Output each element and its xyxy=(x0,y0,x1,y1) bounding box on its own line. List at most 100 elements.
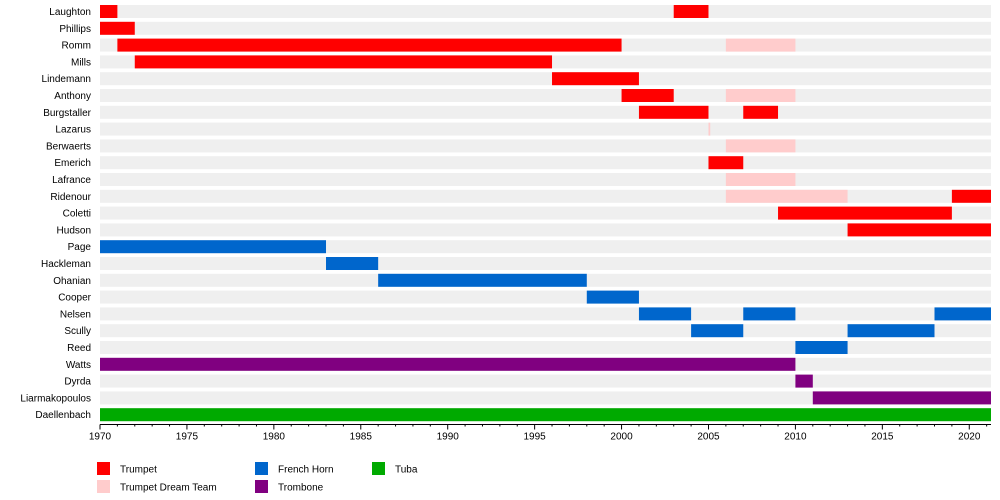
row-stripe xyxy=(100,223,991,237)
x-tick-label: 2005 xyxy=(697,432,720,443)
row-stripe xyxy=(100,307,991,321)
legend-swatch-dream xyxy=(97,480,110,493)
bar-dyrda-trombone xyxy=(795,374,813,388)
bar-anthony-dream xyxy=(725,89,796,102)
bar-anthony-trumpet xyxy=(621,89,674,102)
row-labels: Laughton Phillips Romm Mills Lindemann Anthon… xyxy=(20,7,91,421)
row-label: Laughton xyxy=(49,7,91,18)
row-label: Berwaerts xyxy=(46,141,91,152)
row-stripe xyxy=(100,324,991,338)
row-label: Ohanian xyxy=(53,276,91,287)
bar-ridenour-trumpet xyxy=(951,189,991,203)
legend-swatch-tuba xyxy=(372,462,385,475)
row-stripe xyxy=(100,173,991,186)
row-label: Lafrance xyxy=(52,175,91,186)
x-tick-label: 1990 xyxy=(437,432,460,443)
row-stripe xyxy=(100,21,991,35)
bar-ridenour-dream xyxy=(725,189,848,203)
row-stripe xyxy=(100,105,991,119)
row-label: Reed xyxy=(67,343,91,354)
legend-swatch-trombone xyxy=(255,480,268,493)
row-label: Romm xyxy=(62,41,91,52)
x-tick-label: 2000 xyxy=(610,432,633,443)
row-label: Emerich xyxy=(54,158,91,169)
bar-cooper-horn xyxy=(586,290,639,304)
bar-hudson-trumpet xyxy=(847,223,991,237)
bar-burgstaller-trumpet xyxy=(743,105,779,119)
row-label: Coletti xyxy=(63,209,91,220)
row-stripe xyxy=(100,139,991,153)
row-stripe xyxy=(100,341,991,354)
row-stripe xyxy=(100,156,991,170)
bar-liarmakopoulos-trombone xyxy=(812,391,991,405)
legend: Trumpet Trumpet Dream Team French Horn Trom… xyxy=(97,462,418,494)
bar-emerich-trumpet xyxy=(708,156,744,170)
legend-label-horn: French Horn xyxy=(278,465,334,476)
bar-ohanian-horn xyxy=(378,273,587,287)
legend-label-dream: Trumpet Dream Team xyxy=(120,483,217,494)
bar-lindemann-trumpet xyxy=(552,72,639,86)
bar-scully-horn xyxy=(847,324,935,338)
row-label: Lazarus xyxy=(55,125,91,136)
row-label: Phillips xyxy=(59,24,91,35)
bar-lafrance-dream xyxy=(725,173,796,186)
bar-page-horn xyxy=(100,240,327,254)
x-tick-label: 2015 xyxy=(871,432,894,443)
row-label: Page xyxy=(68,242,92,253)
bar-watts-trombone xyxy=(100,357,796,371)
row-stripe xyxy=(100,5,991,18)
row-stripe xyxy=(100,391,991,405)
row-stripe xyxy=(100,189,991,203)
bar-mills-trumpet xyxy=(134,55,553,69)
row-label: Hudson xyxy=(57,225,91,236)
x-tick-label: 1975 xyxy=(176,432,199,443)
row-stripe xyxy=(100,72,991,86)
row-label: Daellenbach xyxy=(35,410,91,421)
x-tick-label: 2020 xyxy=(958,432,981,443)
row-label: Watts xyxy=(66,360,91,371)
row-label: Lindemann xyxy=(42,74,91,85)
row-label: Mills xyxy=(71,57,91,68)
row-label: Cooper xyxy=(58,293,91,304)
bar-hackleman-horn xyxy=(326,257,379,270)
bar-phillips-trumpet xyxy=(100,21,135,35)
x-tick-label: 2010 xyxy=(784,432,807,443)
legend-label-trumpet: Trumpet xyxy=(120,465,157,476)
x-axis-ticks: 1970 1975 1980 1985 1990 1995 2000 2005 2010 2015… xyxy=(89,424,988,443)
x-tick-label: 1995 xyxy=(524,432,547,443)
legend-label-trombone: Trombone xyxy=(278,483,324,494)
bar-coletti-trumpet xyxy=(778,206,952,220)
row-label: Hackleman xyxy=(41,259,91,270)
row-label: Liarmakopoulos xyxy=(20,393,91,404)
row-stripe xyxy=(100,89,991,102)
row-label: Burgstaller xyxy=(43,108,91,119)
row-label: Scully xyxy=(64,326,91,337)
row-label: Dyrda xyxy=(64,377,91,388)
bar-romm-dream xyxy=(725,38,796,52)
bar-romm-trumpet xyxy=(117,38,622,52)
x-tick-label: 1980 xyxy=(263,432,286,443)
x-tick-label: 1970 xyxy=(89,432,112,443)
bar-berwaerts-dream xyxy=(725,139,796,153)
x-tick-label: 1985 xyxy=(350,432,373,443)
bar-nelsen-horn xyxy=(743,307,796,321)
bar-nelsen-horn xyxy=(934,307,991,321)
bar-laughton-trumpet xyxy=(100,5,118,18)
row-label: Anthony xyxy=(54,91,91,102)
bar-laughton-trumpet xyxy=(673,5,709,18)
row-stripe xyxy=(100,122,991,136)
legend-label-tuba: Tuba xyxy=(395,465,418,476)
bar-scully-horn xyxy=(691,324,744,338)
row-stripe xyxy=(100,290,991,304)
row-stripe xyxy=(100,374,991,388)
bar-burgstaller-trumpet xyxy=(638,105,709,119)
row-stripe xyxy=(100,257,991,270)
bar-nelsen-horn xyxy=(638,307,692,321)
legend-swatch-trumpet xyxy=(97,462,110,475)
row-label: Ridenour xyxy=(50,192,91,203)
bars-layer xyxy=(100,5,991,422)
bar-daellenbach-tuba xyxy=(100,408,991,422)
row-label: Nelsen xyxy=(60,309,91,320)
legend-swatch-horn xyxy=(255,462,268,475)
